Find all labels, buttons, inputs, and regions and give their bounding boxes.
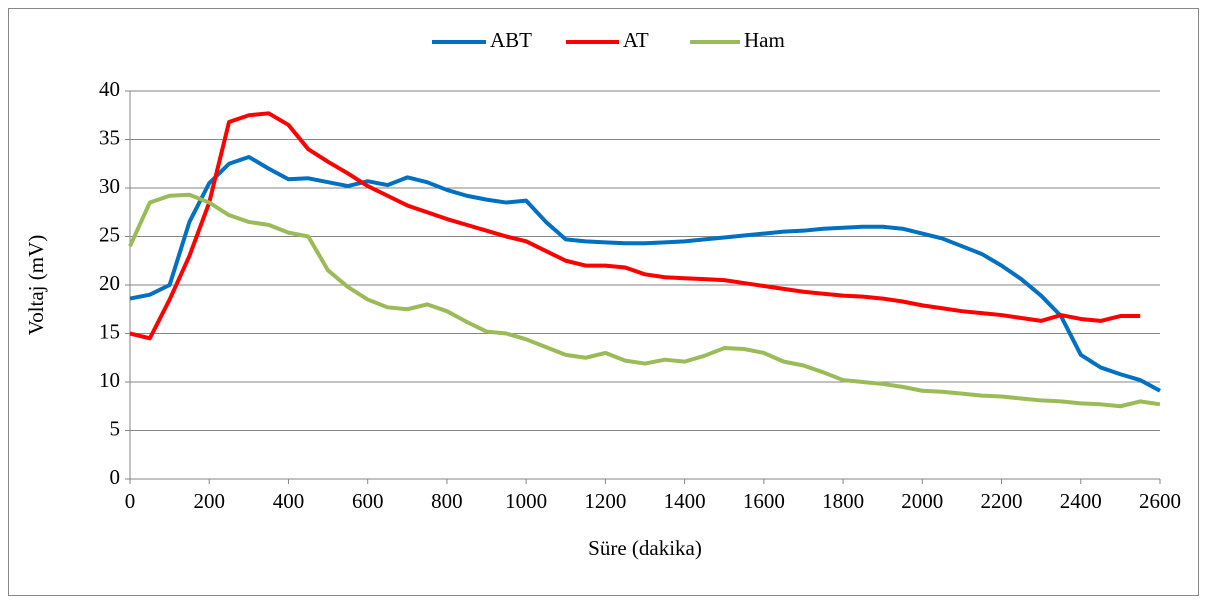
y-tick-label: 5	[110, 416, 121, 440]
y-tick-label: 20	[99, 271, 120, 295]
y-tick-label: 10	[99, 368, 120, 392]
chart-border	[8, 8, 1199, 596]
x-tick-label: 2600	[1139, 489, 1181, 513]
x-tick-label: 1400	[664, 489, 706, 513]
y-tick-label: 35	[99, 125, 120, 149]
x-tick-label: 2400	[1060, 489, 1102, 513]
y-tick-label: 0	[110, 465, 121, 489]
series-line	[129, 111, 1141, 341]
x-tick-label: 1800	[822, 489, 864, 513]
x-tick-label: 400	[273, 489, 305, 513]
y-tick-label: 15	[99, 319, 120, 343]
x-tick-label: 1200	[584, 489, 626, 513]
x-tick-label: 1600	[743, 489, 785, 513]
y-tick-label: 40	[99, 77, 120, 101]
series-line	[129, 154, 1161, 393]
x-tick-label: 1000	[505, 489, 547, 513]
y-tick-label: 30	[99, 174, 120, 198]
legend-label: Ham	[744, 28, 785, 52]
x-tick-label: 0	[125, 489, 136, 513]
y-tick-label: 25	[99, 222, 120, 246]
x-tick-label: 200	[193, 489, 225, 513]
x-tick-label: 2200	[981, 489, 1023, 513]
y-axis-label: Voltaj (mV)	[24, 235, 48, 336]
legend-label: ABT	[490, 28, 532, 52]
x-axis-label: Süre (dakika)	[588, 536, 702, 560]
x-tick-label: 800	[431, 489, 463, 513]
legend-label: AT	[623, 28, 649, 52]
series-line	[128, 192, 1161, 409]
x-tick-label: 600	[352, 489, 384, 513]
x-tick-label: 2000	[901, 489, 943, 513]
